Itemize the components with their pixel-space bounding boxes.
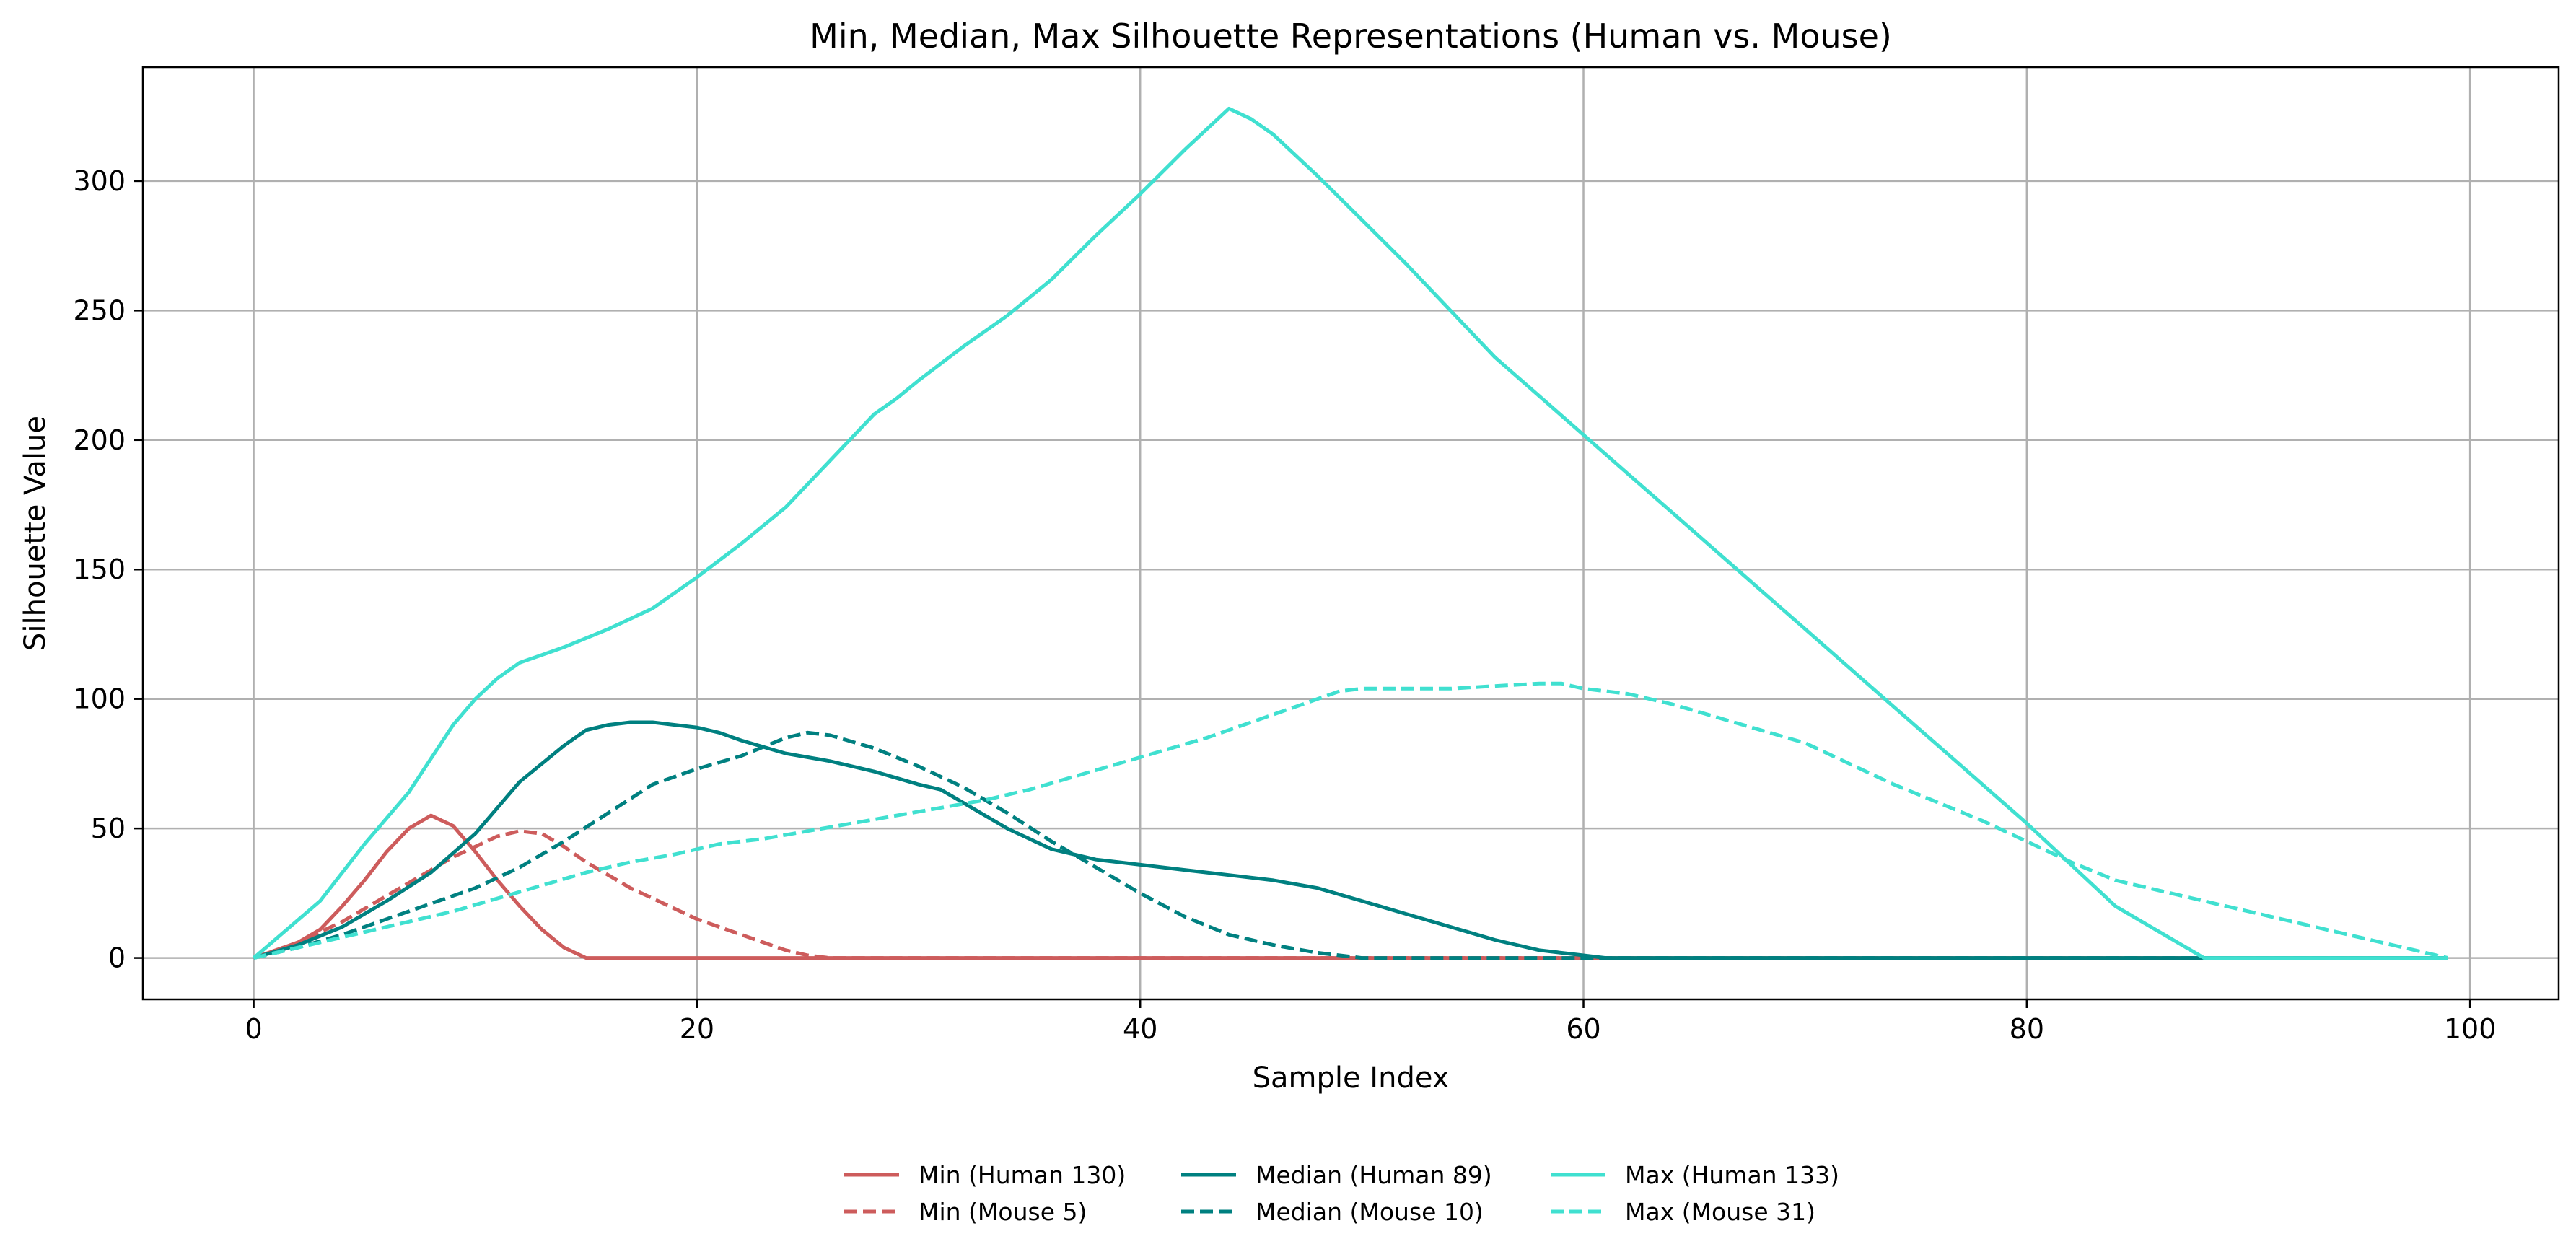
plot-frame (141, 66, 2560, 1001)
x-tick-label-2: 40 (1123, 1013, 1157, 1045)
series-layer (252, 106, 2448, 960)
ticks: 0 20 40 60 80 100 0 50 100 150 200 250 300 (73, 165, 2496, 1045)
y-tick-label-1: 50 (91, 813, 126, 844)
series-line-2 (253, 720, 2448, 960)
y-tick-label-6: 300 (73, 165, 126, 197)
x-tick-label-5: 100 (2444, 1013, 2497, 1045)
series-line-1 (253, 829, 2448, 960)
legend-label-4: Max (Human 133) (1625, 1161, 1839, 1189)
y-axis-title: Silhouette Value (19, 416, 52, 651)
x-tick-label-0: 0 (245, 1013, 262, 1045)
legend-label-0: Min (Human 130) (919, 1161, 1126, 1189)
series-line-4 (252, 106, 2448, 960)
x-axis-title: Sample Index (1253, 1061, 1450, 1095)
legend: Min (Human 130) Min (Mouse 5) Median (Huma… (844, 1161, 1839, 1226)
x-tick-label-3: 60 (1566, 1013, 1600, 1045)
y-tick-label-5: 250 (73, 294, 126, 326)
y-tick-label-0: 0 (108, 942, 126, 974)
y-tick-label-3: 150 (73, 553, 126, 585)
chart-title: Min, Median, Max Silhouette Representati… (810, 17, 1892, 56)
x-tick-label-1: 20 (680, 1013, 714, 1045)
series-line-5 (253, 681, 2448, 960)
legend-label-3: Median (Mouse 10) (1256, 1198, 1484, 1226)
y-tick-label-4: 200 (73, 424, 126, 456)
y-tick-label-2: 100 (73, 683, 126, 715)
x-tick-label-4: 80 (2010, 1013, 2044, 1045)
legend-label-2: Median (Human 89) (1256, 1161, 1492, 1189)
legend-label-1: Min (Mouse 5) (919, 1198, 1087, 1226)
series-line-3 (253, 730, 2448, 960)
legend-label-5: Max (Mouse 31) (1625, 1198, 1815, 1226)
